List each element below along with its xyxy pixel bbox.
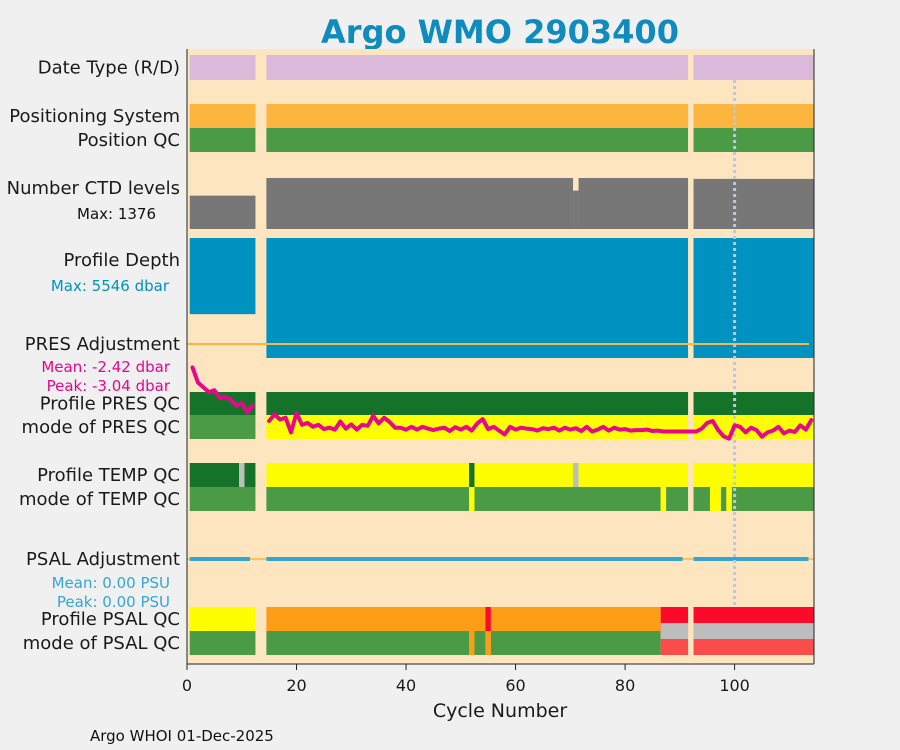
profile_temp_qc-segment-2 (244, 463, 256, 487)
ctd-levels-bar-2 (573, 190, 579, 229)
mode_psal_qc-segment-1 (266, 631, 470, 655)
profile_temp_qc-segment-4 (469, 463, 475, 487)
profile_pres_qc-segment-1 (266, 392, 689, 415)
data_type-segment-1 (266, 55, 689, 80)
x-tick-label-0: 0 (182, 676, 192, 695)
x-tick-label-100: 100 (719, 676, 750, 695)
ctd-levels-label: Number CTD levels (7, 178, 180, 199)
pres-adjustment-peak: Peak: -3.04 dbar (47, 377, 171, 395)
profile_psal_qc-segment-0 (189, 607, 256, 631)
profile_temp_qc-segment-3 (266, 463, 470, 487)
mode_temp_qc-segment-9 (726, 487, 732, 511)
mode_psal_qc-segment-3 (474, 631, 486, 655)
mode_pres_qc-segment-0 (189, 415, 256, 439)
data_type-segment-2 (693, 55, 814, 80)
profile-depth-label: Profile Depth (63, 250, 180, 271)
positioning-segment-2 (693, 104, 814, 128)
position_qc-label: Position QC (77, 130, 180, 151)
profile_temp_qc-segment-7 (578, 463, 689, 487)
mode_temp_qc-segment-6 (693, 487, 710, 511)
mode_temp_qc-segment-3 (474, 487, 661, 511)
positioning-label: Positioning System (9, 106, 180, 127)
profile_temp_qc-segment-6 (573, 463, 579, 487)
x-tick-label-40: 40 (396, 676, 416, 695)
psal-qc-gray-band-0 (660, 623, 689, 639)
mode_temp_qc-segment-7 (709, 487, 721, 511)
mode_temp_qc-segment-0 (189, 487, 256, 511)
profile-depth-max: Max: 5546 dbar (51, 277, 170, 295)
positioning-segment-0 (189, 104, 256, 128)
profile_psal_qc-segment-1 (266, 607, 486, 631)
profile-depth-bar-1 (266, 238, 689, 358)
status-bars (187, 55, 814, 655)
psal-adjustment-label: PSAL Adjustment (26, 549, 180, 570)
ctd-levels-max: Max: 1376 (77, 205, 156, 223)
position_qc-segment-1 (266, 128, 689, 152)
positioning-segment-1 (266, 104, 689, 128)
mode_temp_qc-segment-1 (266, 487, 470, 511)
x-tick-label-20: 20 (286, 676, 306, 695)
mode_psal_qc-segment-5 (490, 631, 661, 655)
profile_pres_qc-label: Profile PRES QC (40, 394, 180, 415)
profile_temp_qc-label: Profile TEMP QC (37, 465, 180, 486)
mode_psal_qc-segment-4 (485, 631, 491, 655)
footer-credit: Argo WHOI 01-Dec-2025 (90, 727, 274, 745)
pres-adjustment-label: PRES Adjustment (25, 334, 180, 355)
data_type-label: Date Type (R/D) (38, 58, 180, 79)
mode_temp_qc-label: mode of TEMP QC (19, 489, 180, 510)
position_qc-segment-0 (189, 128, 256, 152)
profile-depth-bar-2 (693, 238, 814, 358)
data_type-segment-0 (189, 55, 256, 80)
x-tick-label-80: 80 (615, 676, 635, 695)
ctd-levels-bar-1 (266, 178, 574, 229)
profile_temp_qc-segment-0 (189, 463, 240, 487)
mode_temp_qc-segment-10 (731, 487, 814, 511)
psal-adjustment-peak: Peak: 0.00 PSU (57, 593, 170, 611)
pres-adjustment-curve-0 (190, 365, 255, 415)
position_qc-segment-2 (693, 128, 814, 152)
mode_psal_qc-segment-2 (469, 631, 475, 655)
profile_psal_qc-label: Profile PSAL QC (41, 609, 180, 630)
ctd-levels-bar-0 (189, 195, 256, 229)
profile_temp_qc-segment-1 (239, 463, 245, 487)
mode_psal_qc-segment-0 (189, 631, 256, 655)
pres-adjustment-curve-1 (267, 411, 814, 441)
profile_psal_qc-segment-3 (490, 607, 661, 631)
x-axis: 0 20 40 60 80 100 (182, 49, 815, 695)
row-labels: Date Type (R/D) Positioning System Positio… (7, 58, 180, 655)
mode_temp_qc-segment-2 (469, 487, 475, 511)
profile_pres_qc-segment-0 (189, 392, 256, 415)
psal-qc-gray-band-1 (693, 623, 814, 639)
mode_pres_qc-label: mode of PRES QC (22, 417, 180, 438)
x-tick-label-60: 60 (505, 676, 525, 695)
profile_temp_qc-segment-5 (474, 463, 574, 487)
pres-adjustment-mean: Mean: -2.42 dbar (41, 358, 171, 376)
profile-depth-bar-0 (189, 238, 256, 315)
profile_temp_qc-segment-8 (693, 463, 814, 487)
mode_psal_qc-label: mode of PSAL QC (23, 633, 180, 654)
profile_psal_qc-segment-2 (485, 607, 491, 631)
profile_pres_qc-segment-2 (693, 392, 814, 415)
x-axis-label: Cycle Number (433, 700, 567, 722)
ctd-levels-bar-4 (693, 178, 814, 229)
ctd-levels-bar-3 (578, 178, 689, 229)
mode_temp_qc-segment-8 (720, 487, 727, 511)
chart-title: Argo WMO 2903400 (321, 13, 679, 51)
mode_temp_qc-segment-4 (660, 487, 667, 511)
adjustment-curves (190, 365, 814, 441)
mode_temp_qc-segment-5 (666, 487, 689, 511)
psal-adjustment-mean: Mean: 0.00 PSU (52, 574, 170, 592)
